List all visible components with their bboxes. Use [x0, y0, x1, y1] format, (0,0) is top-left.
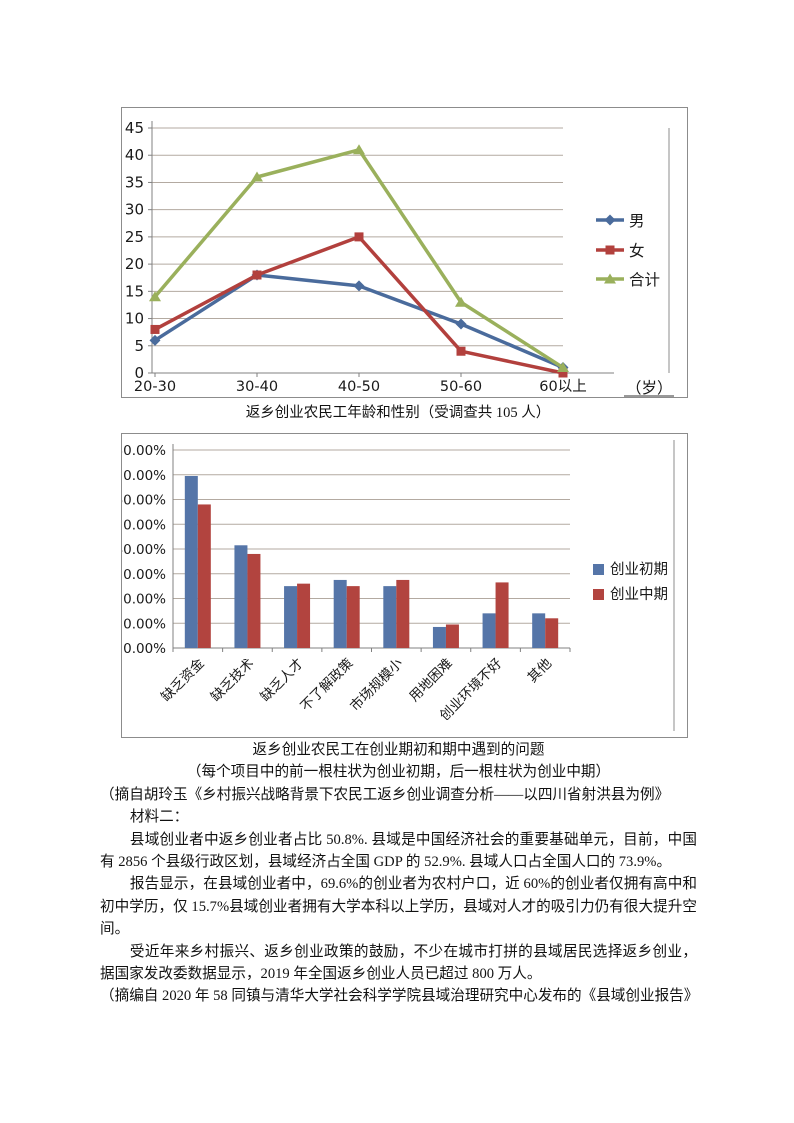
legend-label: 女 — [629, 241, 645, 260]
y-axis-label: 80.00% — [122, 443, 166, 459]
square-marker — [354, 232, 364, 242]
x-axis-unit-label: （岁） — [626, 379, 673, 397]
series-line — [154, 235, 564, 375]
triangle-marker — [557, 362, 569, 373]
diamond-marker — [604, 214, 616, 226]
bar-plot-area: 0.00% 10.00% 20.00% 30.00% 40.00% 50.00% 60.00… — [122, 443, 571, 723]
bar-创业初期-用地困难 — [432, 626, 446, 648]
x-axis-label: 30-40 — [236, 379, 278, 395]
legend-label: 男 — [629, 213, 645, 230]
triangle-marker — [455, 296, 467, 307]
y-axis-label: 20.00% — [122, 592, 166, 608]
triangle-marker — [251, 171, 263, 182]
y-axis-label: 70.00% — [122, 468, 166, 484]
series-合计 — [149, 144, 569, 373]
bar-创业中期-其他 — [545, 618, 559, 648]
bar-创业初期-缺乏人才 — [284, 586, 298, 648]
y-axis-label: 10.00% — [122, 616, 166, 632]
series-女 — [150, 232, 568, 378]
bar-创业初期-创业环境不好 — [482, 613, 496, 648]
y-axis-label: 5 — [134, 337, 144, 355]
legend-item: 合计 — [596, 271, 660, 289]
y-axis-label: 30 — [125, 201, 144, 219]
y-axis-label: 45 — [125, 119, 144, 137]
y-axis-label: 60.00% — [122, 493, 166, 509]
x-axis-label: 用地困难 — [406, 656, 455, 705]
bar-创业中期-缺乏资金 — [197, 504, 211, 648]
legend-label: 创业初期 — [610, 561, 668, 578]
y-axis-label: 40.00% — [122, 542, 166, 558]
bar-创业中期-用地困难 — [445, 624, 459, 648]
x-axis-label: 20-30 — [134, 379, 176, 395]
bar-创业初期-不了解政策 — [333, 579, 347, 648]
material2-paragraph-3: 受近年来乡村振兴、返乡创业政策的鼓励，不少在城市打拼的县域居民选择返乡创业，据国… — [100, 943, 697, 983]
startup-problems-bar-chart: 0.00% 10.00% 20.00% 30.00% 40.00% 50.00% 60.00… — [122, 440, 675, 731]
diamond-marker — [455, 318, 467, 330]
age-gender-line-chart: 0 5 10 15 20 25 30 35 40 45 20-30 30-40 40-50 50-60 60… — [125, 119, 674, 397]
bar-创业初期-其他 — [532, 613, 546, 648]
y-axis-label: 40 — [125, 146, 144, 164]
triangle-marker — [149, 291, 161, 302]
legend-item: 创业中期 — [593, 586, 668, 603]
material-text-block: 返乡创业农民工在创业期初和期中遇到的问题 （每个项目中的前一根柱状为创业初期，后… — [100, 739, 699, 1008]
legend-swatch — [593, 589, 604, 600]
legend-item: 男 — [596, 213, 645, 230]
bar-创业中期-创业环境不好 — [495, 582, 509, 648]
diamond-marker — [353, 280, 365, 292]
x-axis-label: 缺乏人才 — [257, 656, 306, 705]
bar-创业初期-市场规模小 — [383, 586, 397, 648]
square-marker — [558, 368, 568, 378]
y-axis-label: 0.00% — [123, 641, 166, 657]
bar-chart-panel: 0.00% 10.00% 20.00% 30.00% 40.00% 50.00% 60.00… — [121, 433, 688, 738]
y-axis-label: 20 — [125, 255, 144, 273]
bar-创业中期-缺乏人才 — [297, 583, 311, 648]
bar-创业中期-市场规模小 — [396, 579, 410, 648]
bar-创业初期-缺乏技术 — [234, 545, 248, 648]
legend-label: 合计 — [629, 271, 660, 289]
y-axis-label: 30.00% — [122, 567, 166, 583]
x-axis-label: 其他 — [525, 656, 555, 686]
x-axis-label: 40-50 — [338, 379, 380, 395]
legend-swatch — [593, 564, 604, 575]
bar-chart-note: （每个项目中的前一根柱状为创业初期，后一根柱状为创业中期） — [186, 764, 611, 781]
x-axis-label: 市场规模小 — [346, 654, 405, 713]
y-axis-label: 50.00% — [122, 517, 166, 533]
material2-paragraph-2: 报告显示，在县域创业者中，69.6%的创业者为农村户口，近 60%的创业者仅拥有… — [100, 876, 697, 938]
y-axis-label: 10 — [125, 310, 144, 328]
square-marker — [252, 270, 262, 280]
triangle-marker — [604, 273, 616, 284]
diamond-marker — [149, 334, 161, 346]
legend-label: 创业中期 — [610, 586, 668, 603]
bar-chart-title: 返乡创业农民工在创业期初和期中遇到的问题 — [252, 742, 545, 758]
line-chart-panel: 0 5 10 15 20 25 30 35 40 45 20-30 30-40 40-50 50-60 60… — [121, 107, 688, 398]
line-plot-area: 0 5 10 15 20 25 30 35 40 45 20-30 30-40 40-50 50-60 60… — [125, 119, 614, 395]
bar-创业初期-缺乏资金 — [184, 475, 198, 648]
legend-item: 女 — [596, 241, 645, 260]
material2-paragraph-1: 县域创业者中返乡创业者占比 50.8%. 县域是中国经济社会的重要基础单元，目前… — [100, 831, 697, 871]
y-axis-label: 35 — [125, 173, 144, 191]
square-marker — [456, 346, 466, 356]
x-axis-label: 缺乏技术 — [208, 656, 257, 705]
y-axis-label: 15 — [125, 282, 144, 300]
square-marker — [150, 324, 160, 334]
material2-source: （摘编自 2020 年 58 同镇与清华大学社会科学学院县域治理研究中心发布的《… — [100, 988, 699, 1005]
bar-创业中期-缺乏技术 — [247, 553, 261, 648]
y-axis-label: 0 — [134, 364, 144, 382]
x-axis-label: 50-60 — [440, 379, 482, 395]
square-marker — [605, 245, 615, 255]
material2-heading: 材料二： — [129, 809, 189, 826]
series-男 — [149, 269, 569, 374]
x-axis-label: 不了解政策 — [297, 654, 356, 713]
x-axis-label: 60以上 — [539, 378, 586, 395]
legend-item: 创业初期 — [593, 561, 668, 578]
triangle-marker — [353, 144, 365, 155]
bar-创业中期-不了解政策 — [346, 586, 360, 648]
x-axis-label: 缺乏资金 — [158, 655, 207, 704]
bar-chart-source: （摘自胡玲玉《乡村振兴战略背景下农民工返乡创业调查分析——以四川省射洪县为例》 — [100, 786, 670, 803]
y-axis-label: 25 — [125, 228, 144, 246]
line-chart-caption: 返乡创业农民工年龄和性别（受调查共 105 人） — [245, 405, 551, 421]
